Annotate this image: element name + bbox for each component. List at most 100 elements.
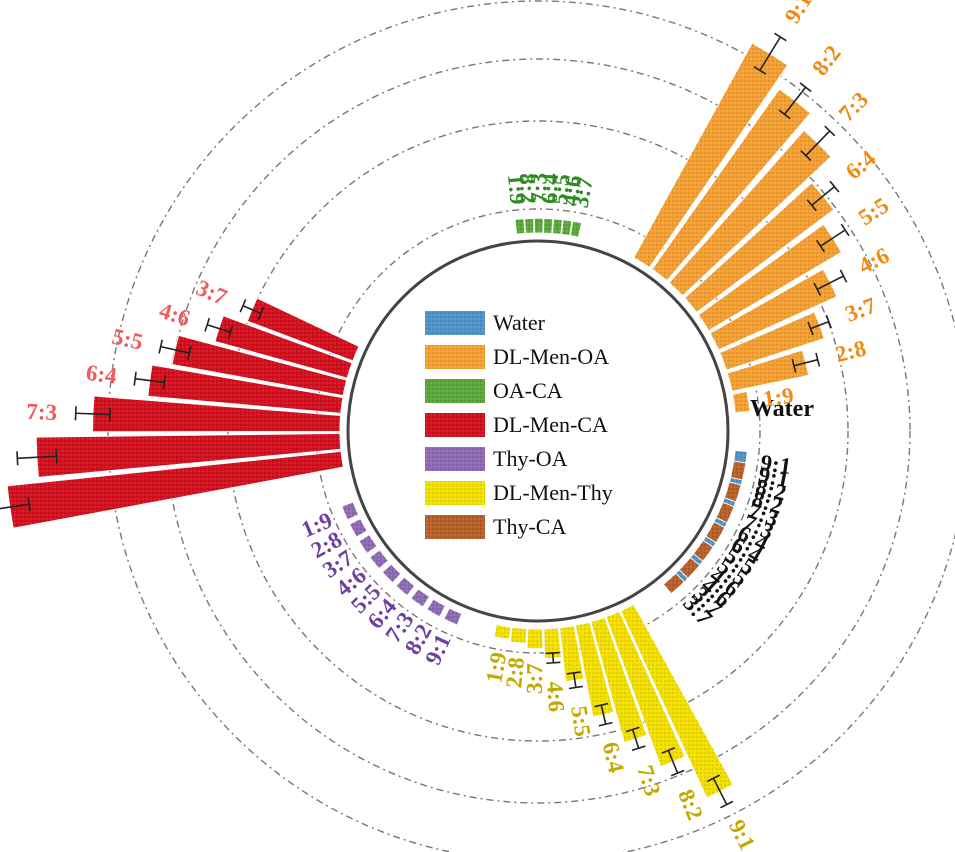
error-cap-dl-men-oa-4-0 bbox=[816, 239, 826, 253]
bar-texture-oa-ca-2 bbox=[534, 218, 544, 234]
legend-label-water: Water bbox=[493, 310, 546, 335]
category-label-oa-ca-2: 7:3 bbox=[526, 173, 551, 204]
error-cap-dl-men-oa-1-0 bbox=[791, 358, 797, 373]
bar-texture-dl-men-ca-0 bbox=[247, 298, 359, 362]
error-cap-dl-men-oa-7-0 bbox=[778, 109, 791, 120]
legend-swatch-texture-thy-oa bbox=[425, 447, 485, 471]
error-cap-dl-men-ca-1-0 bbox=[227, 325, 234, 340]
error-cap-dl-men-thy-3-0 bbox=[545, 651, 560, 655]
bar-texture-dl-men-thy-8 bbox=[620, 604, 734, 798]
bar-texture-thy-ca-1 bbox=[724, 481, 742, 502]
grid-ring-4 bbox=[107, 0, 955, 852]
category-label-dl-men-thy-6: 7:3 bbox=[632, 762, 665, 799]
bar-texture-thy-oa-3 bbox=[369, 549, 389, 569]
error-cap-dl-men-thy-6-1 bbox=[631, 745, 646, 752]
error-bar-dl-men-oa-4 bbox=[820, 229, 846, 247]
error-cap-dl-men-ca-1-1 bbox=[204, 317, 211, 332]
bar-texture-dl-men-ca-1 bbox=[214, 315, 353, 379]
category-label-dl-men-ca-1: 4:6 bbox=[156, 298, 193, 331]
error-bar-dl-men-thy-6 bbox=[631, 729, 640, 749]
bar-texture-dl-men-thy-0 bbox=[493, 624, 511, 640]
error-bar-dl-men-oa-5 bbox=[811, 186, 835, 206]
error-bar-dl-men-ca-0 bbox=[242, 305, 262, 315]
category-label-dl-men-thy-3: 4:6 bbox=[542, 681, 569, 713]
legend-label-dl-men-oa: DL-Men-OA bbox=[493, 344, 609, 369]
category-label-dl-men-oa-5: 6:4 bbox=[841, 145, 881, 184]
error-bar-dl-men-oa-3 bbox=[816, 275, 844, 291]
error-bars bbox=[0, 32, 850, 809]
bar-texture-dl-men-ca-6 bbox=[7, 451, 344, 529]
category-label-oa-ca-0: 1:9 bbox=[503, 173, 531, 206]
error-bar-dl-men-oa-7 bbox=[783, 86, 807, 115]
legend-swatch-texture-dl-men-thy bbox=[425, 481, 485, 505]
category-label-dl-men-oa-2: 3:7 bbox=[842, 293, 880, 327]
error-cap-dl-men-ca-2-0 bbox=[187, 346, 192, 361]
category-label-dl-men-thy-4: 5:5 bbox=[566, 704, 595, 738]
error-cap-dl-men-oa-5-1 bbox=[829, 180, 840, 193]
error-cap-dl-men-oa-6-1 bbox=[824, 125, 836, 137]
bar-texture-thy-ca-2 bbox=[716, 502, 735, 523]
legend-swatch-texture-oa-ca bbox=[425, 379, 485, 403]
bar-texture-dl-men-oa-0 bbox=[732, 391, 750, 413]
category-label-dl-men-ca-4: 7:3 bbox=[26, 399, 58, 425]
error-bar-dl-men-oa-6 bbox=[805, 130, 831, 157]
error-cap-dl-men-thy-7-0 bbox=[661, 747, 676, 754]
legend-swatch-texture-water bbox=[425, 311, 485, 335]
bar-texture-dl-men-thy-6 bbox=[590, 617, 647, 743]
bar-texture-thy-ca-0 bbox=[730, 460, 746, 481]
bar-texture-thy-oa-8 bbox=[443, 608, 462, 626]
bar-texture-oa-ca-6 bbox=[570, 221, 582, 238]
error-cap-dl-men-ca-2-1 bbox=[158, 339, 163, 354]
bar-texture-dl-men-oa-8 bbox=[633, 43, 788, 268]
error-cap-dl-men-oa-6-0 bbox=[800, 150, 812, 162]
error-cap-dl-men-oa-8-1 bbox=[774, 32, 787, 42]
bar-texture-dl-men-thy-3 bbox=[543, 627, 562, 659]
category-label-dl-men-ca-3: 6:4 bbox=[85, 360, 119, 389]
bar-texture-thy-oa-5 bbox=[395, 576, 415, 596]
category-label-dl-men-thy-2: 3:7 bbox=[522, 663, 547, 694]
legend-label-dl-men-thy: DL-Men-Thy bbox=[493, 480, 613, 505]
error-cap-dl-men-ca-0-0 bbox=[257, 306, 265, 321]
legend-label-oa-ca: OA-CA bbox=[493, 378, 563, 403]
error-cap-dl-men-thy-7-1 bbox=[670, 769, 685, 777]
error-cap-dl-men-thy-6-0 bbox=[625, 726, 640, 733]
group-label-water: Water bbox=[750, 396, 814, 422]
bar-texture-thy-oa-0 bbox=[341, 501, 359, 520]
category-label-dl-men-oa-3: 4:6 bbox=[854, 243, 893, 279]
bar-texture-thy-ca-3 bbox=[705, 521, 725, 543]
bar-texture-dl-men-oa-6 bbox=[669, 130, 832, 296]
bar-texture-dl-men-oa-2 bbox=[719, 311, 825, 371]
category-label-oa-ca-3: 6:4 bbox=[537, 172, 563, 204]
bar-texture-dl-men-oa-5 bbox=[684, 182, 834, 313]
error-bar-dl-men-oa-1 bbox=[793, 358, 818, 367]
error-cap-dl-men-ca-4-1 bbox=[74, 406, 77, 421]
bar-texture-oa-ca-1 bbox=[524, 218, 534, 234]
error-bar-dl-men-oa-2 bbox=[810, 320, 830, 330]
category-label-dl-men-thy-5: 6:4 bbox=[598, 740, 629, 776]
error-bar-dl-men-thy-5 bbox=[600, 704, 607, 725]
category-label-dl-men-thy-0: 1:9 bbox=[481, 650, 511, 685]
bar-texture-dl-men-ca-5 bbox=[36, 433, 341, 478]
error-cap-dl-men-oa-3-0 bbox=[813, 282, 822, 296]
category-label-dl-men-oa-7: 8:2 bbox=[807, 41, 846, 81]
category-label-water-0: 9:1 bbox=[759, 450, 793, 479]
bar-texture-dl-men-thy-5 bbox=[575, 622, 614, 717]
category-label-dl-men-thy-7: 8:2 bbox=[673, 786, 708, 824]
bar-texture-dl-men-ca-4 bbox=[92, 396, 341, 432]
legend: Water DL-Men-OA OA-CA DL-Men-CA Thy-OA DL-Men… bbox=[425, 310, 613, 539]
category-label-oa-ca-1: 8:2 bbox=[515, 173, 541, 205]
error-cap-dl-men-oa-4-1 bbox=[840, 223, 850, 237]
bar-texture-oa-ca-4 bbox=[552, 218, 563, 235]
bar-texture-dl-men-oa-4 bbox=[698, 224, 842, 331]
category-label-thy-ca-0: 9:1 bbox=[756, 462, 791, 492]
bar-texture-dl-men-thy-1 bbox=[510, 627, 527, 644]
legend-label-thy-ca: Thy-CA bbox=[493, 514, 566, 539]
error-cap-dl-men-oa-3-1 bbox=[839, 269, 848, 283]
error-bar-dl-men-thy-7 bbox=[667, 750, 679, 774]
category-label-dl-men-ca-0: 3:7 bbox=[193, 275, 231, 310]
error-cap-dl-men-oa-8-0 bbox=[753, 66, 767, 75]
bar-texture-dl-men-oa-3 bbox=[710, 269, 838, 350]
bar-texture-thy-oa-6 bbox=[410, 588, 430, 607]
category-label-dl-men-oa-6: 7:3 bbox=[834, 87, 873, 126]
